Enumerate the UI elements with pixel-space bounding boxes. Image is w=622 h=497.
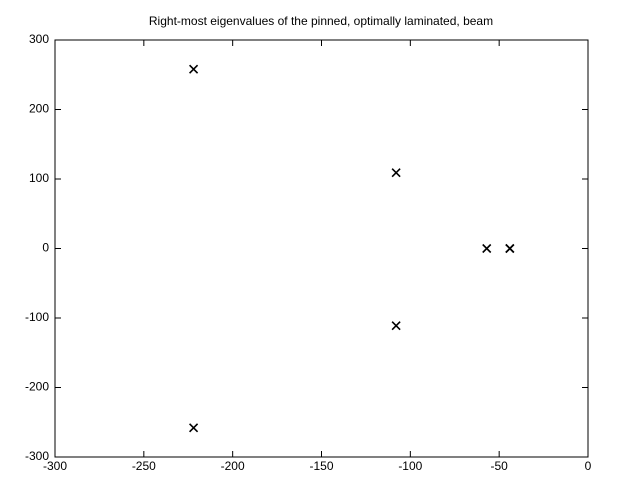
y-tick-label: 300 xyxy=(29,32,49,46)
x-tick-label: 0 xyxy=(585,459,592,473)
y-tick-label: -100 xyxy=(25,310,49,324)
y-tick-label: -300 xyxy=(25,449,49,463)
point-marker xyxy=(189,64,199,74)
y-tick-label: 0 xyxy=(42,241,49,255)
y-tick-label: 100 xyxy=(29,171,49,185)
x-tick-label: -250 xyxy=(132,459,156,473)
x-tick-label: -150 xyxy=(309,459,333,473)
x-tick-label: -100 xyxy=(398,459,422,473)
point-marker xyxy=(391,321,401,331)
x-tick-label: -50 xyxy=(490,459,508,473)
y-tick-label: -200 xyxy=(25,380,49,394)
x-tick-label: -300 xyxy=(43,459,67,473)
y-tick-label: 200 xyxy=(29,102,49,116)
point-marker xyxy=(189,423,199,433)
point-marker xyxy=(391,168,401,178)
x-tick-label: -200 xyxy=(221,459,245,473)
plot-frame xyxy=(54,39,589,458)
point-marker xyxy=(505,243,515,254)
chart-title: Right-most eigenvalues of the pinned, op… xyxy=(149,14,493,28)
point-marker xyxy=(482,243,492,254)
